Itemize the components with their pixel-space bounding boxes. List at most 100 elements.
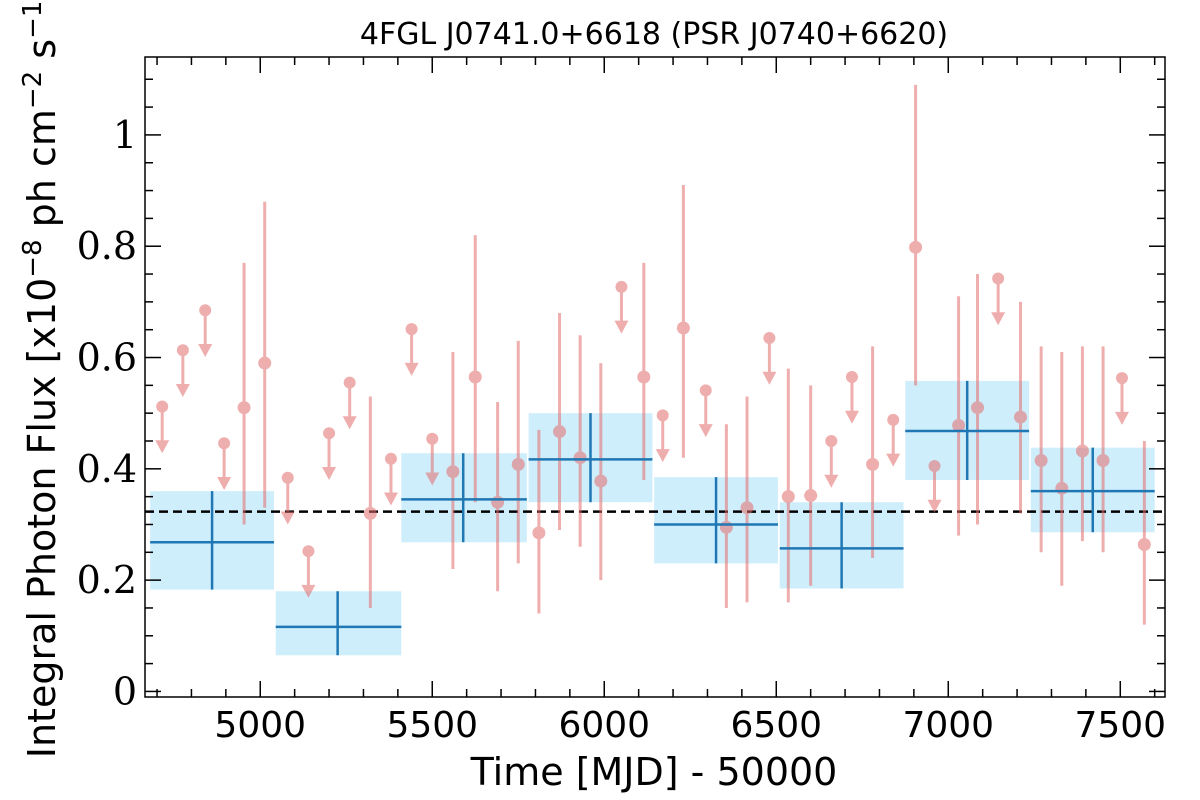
detection-point	[740, 396, 754, 603]
detection-marker	[1096, 453, 1110, 467]
upper-limit-marker	[156, 400, 169, 413]
upper-limit-marker	[825, 435, 838, 447]
upper-limit-point	[280, 471, 295, 525]
detection-marker	[719, 520, 733, 534]
x-tick-label: 7000	[902, 705, 994, 746]
upper-limit-point	[698, 384, 713, 438]
detection-marker	[1137, 538, 1151, 552]
x-tick-label: 5500	[386, 705, 478, 746]
detection-marker	[594, 474, 608, 488]
detection-marker	[866, 457, 880, 471]
upper-limit-point	[991, 272, 1006, 326]
upper-limit-point	[1114, 372, 1129, 425]
upper-limit-marker	[281, 471, 294, 484]
long-bin-boxes	[150, 380, 1155, 656]
upper-limit-marker	[384, 452, 397, 465]
upper-limit-marker	[615, 280, 628, 293]
upper-limit-point	[425, 432, 440, 486]
upper-limit-point	[155, 400, 170, 454]
detection-point	[676, 185, 690, 458]
plot-frame	[144, 56, 1166, 698]
long-bin-crosses	[150, 380, 1155, 656]
upper-limit-arrow	[322, 466, 337, 480]
upper-limit-arrow	[614, 320, 629, 334]
detection-point	[781, 368, 795, 603]
upper-limit-point	[322, 427, 337, 480]
upper-limit-marker	[845, 371, 858, 383]
upper-limit-point	[927, 460, 942, 513]
x-axis-label: Time [MJD] - 50000	[470, 750, 838, 794]
chart-title: 4FGL J0741.0+6618 (PSR J0740+6620)	[360, 17, 948, 52]
upper-limit-point	[217, 437, 232, 490]
y-tick-label: 0.2	[77, 558, 137, 602]
y-axis-label-main: Integral Photon Flux [x10	[20, 278, 64, 759]
x-tick-label: 6500	[730, 705, 822, 746]
upper-limit-arrow	[155, 440, 170, 454]
detection-marker	[511, 457, 525, 471]
upper-limit-marker	[218, 437, 231, 450]
detection-marker	[491, 495, 505, 509]
upper-limit-arrow	[425, 472, 440, 486]
detection-marker	[637, 370, 651, 384]
upper-limit-marker	[302, 545, 315, 558]
upper-limit-marker	[1115, 372, 1128, 385]
detection-marker	[553, 425, 567, 439]
upper-limit-point	[824, 435, 839, 488]
upper-limit-point	[198, 304, 213, 357]
upper-limit-arrow	[844, 410, 859, 424]
upper-limit-arrow	[991, 312, 1006, 326]
upper-limit-arrow	[927, 499, 942, 513]
detection-point	[1137, 441, 1151, 625]
upper-limit-marker	[699, 384, 712, 397]
y-axis-label-exponent-2: −2	[18, 71, 48, 109]
detection-marker	[1014, 410, 1028, 424]
long-bin-point	[779, 502, 904, 589]
detection-marker	[446, 465, 460, 479]
long-bin-point	[150, 491, 275, 590]
detection-marker	[1055, 481, 1069, 495]
detection-point	[952, 296, 966, 536]
long-bin-point	[401, 453, 527, 543]
upper-limit-marker	[176, 344, 189, 357]
detection-point	[866, 346, 880, 558]
detection-marker	[740, 501, 754, 515]
upper-limit-marker	[928, 460, 941, 473]
detection-marker	[237, 401, 251, 415]
axes: 5000 5500 6000 6500 7000 7500 0 0.2 0.4 0.6 0.8 1	[77, 56, 1166, 746]
detection-point	[637, 262, 651, 480]
y-axis-label-units: ph cm	[20, 109, 64, 239]
upper-limit-arrow	[175, 384, 190, 398]
upper-limit-arrow	[198, 343, 213, 357]
long-bin-point	[654, 477, 778, 564]
detection-point	[553, 313, 567, 531]
detection-point	[258, 201, 272, 508]
upper-limit-point	[844, 371, 859, 424]
y-tick-label: 0.6	[77, 336, 137, 380]
upper-limit-point	[886, 413, 901, 467]
detection-point	[363, 396, 377, 608]
x-tick-label: 7500	[1074, 705, 1166, 746]
y-tick-label: 0.8	[77, 224, 137, 268]
x-tick-label: 5000	[214, 705, 306, 746]
detection-point	[594, 363, 608, 581]
y-axis-label: Integral Photon Flux [x10−8 ph cm−2 s−1]	[18, 0, 64, 758]
x-tick-label: 6000	[558, 705, 650, 746]
long-bin-point	[528, 413, 653, 503]
upper-limit-arrow	[301, 584, 316, 598]
detection-marker	[573, 451, 587, 465]
upper-limit-marker	[405, 323, 418, 336]
upper-limit-arrow	[1114, 411, 1129, 425]
detection-marker	[909, 240, 923, 254]
detection-marker	[258, 356, 272, 370]
upper-limit-point	[301, 545, 316, 598]
upper-limit-point	[762, 332, 777, 385]
detection-marker	[804, 489, 818, 503]
detection-point	[1014, 301, 1028, 514]
detection-marker	[971, 401, 985, 415]
detection-point	[1096, 346, 1110, 553]
y-tick-label: 0	[113, 669, 137, 713]
detection-point	[1034, 346, 1048, 553]
y-tick-label: 0.4	[77, 447, 137, 491]
detection-marker	[1075, 444, 1089, 458]
